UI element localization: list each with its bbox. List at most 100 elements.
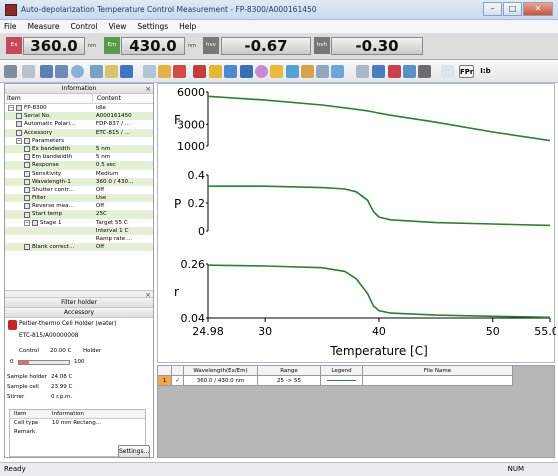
- sub-col-item: Item: [14, 411, 27, 417]
- info-row[interactable]: Wavelength-1 360.0 / 430...: [5, 177, 153, 186]
- info-row[interactable]: − Parameters: [5, 137, 153, 145]
- accessory-name: Peltier-thermo Cell Holder (water): [19, 321, 117, 327]
- info-row[interactable]: − FP-8300 idle: [5, 104, 153, 112]
- globe-icon[interactable]: [71, 65, 84, 78]
- info-content: 360.0 / 430...: [95, 178, 134, 185]
- node-icon: [24, 195, 30, 202]
- grid-icon[interactable]: [22, 65, 35, 78]
- info-content: Off: [95, 203, 105, 210]
- peak-icon[interactable]: [240, 65, 253, 78]
- ib-button[interactable]: I:b: [480, 67, 491, 75]
- stop-icon[interactable]: [173, 65, 186, 78]
- scan-icon[interactable]: [224, 65, 237, 78]
- print-icon[interactable]: [40, 65, 53, 78]
- hdr-index: [158, 366, 172, 376]
- fpr-button[interactable]: FPr: [459, 65, 474, 78]
- lamp-icon[interactable]: [209, 65, 222, 78]
- overlay-icon[interactable]: [316, 65, 329, 78]
- menu-view[interactable]: View: [108, 22, 127, 31]
- node-icon: [16, 121, 22, 128]
- list-icon[interactable]: [372, 65, 385, 78]
- close-icon[interactable]: ×: [145, 291, 151, 299]
- info-row[interactable]: Blank correct... Off: [5, 243, 153, 252]
- info-row[interactable]: Filter Use: [5, 194, 153, 203]
- save-icon[interactable]: [4, 65, 17, 78]
- info-content: 0.5 sec: [95, 162, 117, 169]
- user-icon[interactable]: [120, 65, 133, 78]
- charts[interactable]: 6000 3000 1000 F 0.4 0.2 0 P 0.26 0.04r 24.98 30 40 5…: [158, 84, 558, 364]
- info-row[interactable]: Ramp rate ...: [5, 235, 153, 243]
- title-bar: Auto-depolarization Temperature Control …: [0, 0, 558, 20]
- menu-help[interactable]: Help: [179, 22, 197, 31]
- close-icon[interactable]: ×: [145, 85, 151, 93]
- scale-icon[interactable]: [301, 65, 314, 78]
- info-item-cell: − FP-8300: [5, 104, 92, 112]
- config-icon[interactable]: [441, 65, 454, 78]
- data-grid-row[interactable]: 1 ✓ 360.0 / 430.0 nm 25 -> 55: [158, 376, 513, 386]
- menu-file[interactable]: File: [4, 22, 17, 31]
- x-tick-label: 30: [258, 325, 272, 338]
- info-item-cell: − Stage 1: [5, 219, 92, 227]
- info-content: ETC-815 / ...: [95, 129, 130, 136]
- row-index[interactable]: 1: [158, 376, 172, 386]
- info-content: Medium: [95, 170, 119, 177]
- pan-icon[interactable]: [158, 65, 171, 78]
- table-icon[interactable]: [356, 65, 369, 78]
- temperature-slider[interactable]: [18, 360, 70, 365]
- info-title: Information: [61, 85, 97, 92]
- record-icon[interactable]: [193, 65, 206, 78]
- series-line: [208, 185, 551, 227]
- menu-settings[interactable]: Settings: [137, 22, 169, 31]
- collapse-icon[interactable]: −: [16, 137, 22, 144]
- chart-area[interactable]: 6000 3000 1000 F 0.4 0.2 0 P 0.26 0.04 r 24.98 30 40 5…: [157, 83, 558, 364]
- info-content: Off: [95, 244, 105, 251]
- measure-icon[interactable]: [90, 65, 103, 78]
- minimize-button[interactable]: –: [483, 2, 502, 16]
- collapse-icon[interactable]: −: [8, 105, 14, 112]
- close-button[interactable]: ✕: [523, 2, 553, 16]
- info-row[interactable]: Serial No. A000161450: [5, 112, 153, 121]
- zoom-icon[interactable]: [143, 65, 156, 78]
- cell-type-value: 10 mm Rectang...: [52, 420, 101, 426]
- row-checkbox[interactable]: ✓: [172, 376, 184, 386]
- info-row[interactable]: Automatic Polari... FDP-837 / ...: [5, 120, 153, 128]
- num-indicator: NUM: [507, 465, 524, 473]
- filter-holder-header[interactable]: Filter holder: [5, 298, 153, 308]
- collapse-icon[interactable]: −: [24, 219, 30, 226]
- left-panel: Information × Item Content − FP-8300 idle S…: [4, 83, 154, 458]
- info-row[interactable]: Sensitivity Medium: [5, 170, 153, 178]
- maximize-button[interactable]: □: [503, 2, 522, 16]
- info-row[interactable]: Shutter contr... Off: [5, 186, 153, 194]
- copy-icon[interactable]: [55, 65, 68, 78]
- stack-icon[interactable]: [403, 65, 416, 78]
- x-tick-label: 55.03: [534, 325, 556, 338]
- info-item: Automatic Polari...: [24, 121, 76, 128]
- axis-icon[interactable]: [286, 65, 299, 78]
- menu-measure[interactable]: Measure: [27, 22, 60, 31]
- node-icon: [24, 146, 30, 153]
- cursor-icon[interactable]: [255, 65, 268, 78]
- info-row[interactable]: Interval 1 C: [5, 226, 153, 235]
- splitter[interactable]: ×: [5, 290, 153, 299]
- info-row[interactable]: Start temp 25C: [5, 210, 153, 219]
- info-row[interactable]: Ex bandwidth 5 nm: [5, 144, 153, 154]
- legend-icon[interactable]: [270, 65, 283, 78]
- marker-icon[interactable]: [388, 65, 401, 78]
- info-content: Target 55 C: [95, 219, 128, 226]
- settings-button[interactable]: Settings...: [118, 445, 150, 458]
- em-value: 430.0: [121, 37, 185, 55]
- info-row[interactable]: Em bandwidth 5 nm: [5, 153, 153, 161]
- menu-control[interactable]: Control: [70, 22, 98, 31]
- info-row[interactable]: Accessory ETC-815 / ...: [5, 128, 153, 137]
- y-axis-label: P: [174, 197, 181, 211]
- hdr-check: [172, 366, 184, 376]
- info-item: Ex bandwidth: [32, 145, 71, 152]
- status-text: Ready: [4, 465, 26, 473]
- control-label: Control: [19, 348, 39, 354]
- search-icon[interactable]: [331, 65, 344, 78]
- info-row[interactable]: − Stage 1 Target 55 C: [5, 219, 153, 227]
- info-row[interactable]: Response 0.5 sec: [5, 161, 153, 170]
- sample-icon[interactable]: [105, 65, 118, 78]
- info-row[interactable]: Reverse mea... Off: [5, 202, 153, 210]
- bars-icon[interactable]: [418, 65, 431, 78]
